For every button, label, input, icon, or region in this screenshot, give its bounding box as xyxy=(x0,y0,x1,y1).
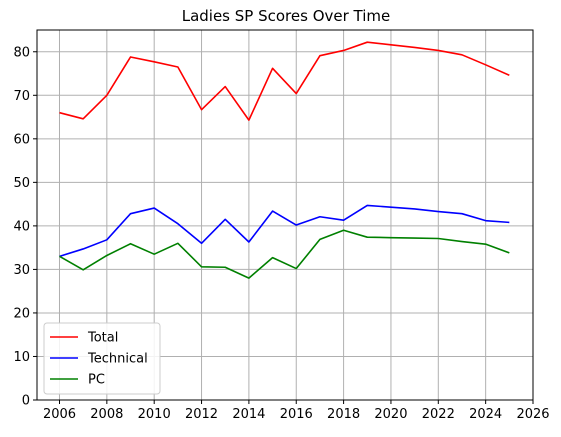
x-tick-label: 2006 xyxy=(43,407,76,422)
x-tick-label: 2016 xyxy=(280,407,313,422)
chart-title: Ladies SP Scores Over Time xyxy=(182,7,391,25)
x-tick-label: 2022 xyxy=(422,407,455,422)
y-tick-label: 60 xyxy=(13,132,30,147)
y-tick-label: 80 xyxy=(13,45,30,60)
x-tick-label: 2014 xyxy=(232,407,265,422)
x-tick-label: 2018 xyxy=(327,407,360,422)
legend-label: Technical xyxy=(87,352,148,367)
legend-label: Total xyxy=(87,331,118,346)
series-line-total xyxy=(59,41,510,121)
y-tick-label: 70 xyxy=(13,89,30,104)
x-tick-label: 2012 xyxy=(185,407,218,422)
y-tick-label: 30 xyxy=(13,263,30,278)
series-lines xyxy=(59,41,510,279)
y-tick-label: 20 xyxy=(13,306,30,321)
x-tick-label: 2010 xyxy=(138,407,171,422)
legend: Total Technical PC xyxy=(43,322,161,395)
axis-ticks: 2006 2008 2010 2012 2014 2016 2018 2020 2022 2024… xyxy=(13,45,549,422)
x-tick-label: 2020 xyxy=(374,407,407,422)
y-tick-label: 10 xyxy=(13,350,30,365)
y-tick-label: 50 xyxy=(13,176,30,191)
x-tick-label: 2024 xyxy=(469,407,502,422)
series-line-pc xyxy=(59,229,510,279)
series-line-technical xyxy=(59,204,510,258)
x-tick-label: 2026 xyxy=(516,407,549,422)
plot-frame xyxy=(36,29,534,401)
y-tick-label: 40 xyxy=(13,219,30,234)
legend-box xyxy=(43,322,161,395)
legend-label: PC xyxy=(88,373,105,388)
x-tick-label: 2008 xyxy=(90,407,123,422)
y-tick-label: 0 xyxy=(22,394,30,409)
